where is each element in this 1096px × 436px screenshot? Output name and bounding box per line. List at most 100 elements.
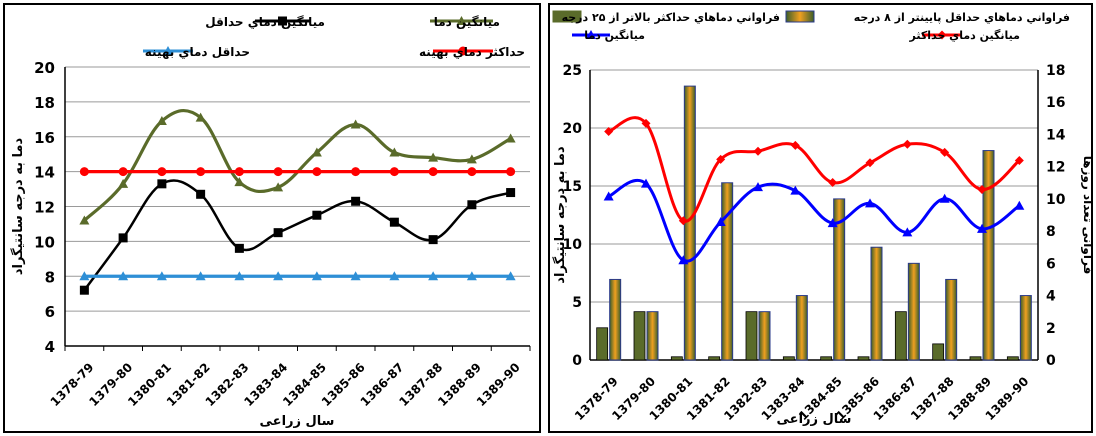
data-point bbox=[273, 228, 283, 238]
data-point bbox=[505, 271, 516, 281]
legend-label: ميانگين دماي حداكثر bbox=[909, 29, 1020, 42]
y-tick-label: 25 bbox=[563, 63, 582, 79]
x-axis-title: سال زراعی bbox=[260, 414, 335, 429]
legend-marker bbox=[937, 30, 947, 40]
data-point bbox=[828, 178, 838, 188]
bar bbox=[596, 327, 609, 361]
bar bbox=[820, 356, 833, 361]
data-point bbox=[940, 147, 950, 157]
y2-tick-label: 2 bbox=[1046, 321, 1056, 337]
y-tick-label: 10 bbox=[563, 237, 583, 253]
legend-marker bbox=[456, 16, 467, 25]
data-point bbox=[715, 216, 726, 226]
data-point bbox=[505, 133, 516, 143]
data-point bbox=[351, 167, 361, 177]
data-point bbox=[79, 215, 90, 225]
legend-marker bbox=[163, 46, 173, 55]
data-point bbox=[716, 154, 726, 164]
legend-label: ميانگين دما bbox=[434, 15, 500, 29]
y-tick-label: 4 bbox=[45, 338, 55, 356]
bar bbox=[782, 356, 795, 361]
data-point bbox=[118, 271, 129, 281]
y2-tick-label: 12 bbox=[1046, 160, 1065, 176]
data-point bbox=[312, 210, 322, 220]
legend-label: فراواني دماهاي حداكثر بالاتر از ۲۵ درجه bbox=[562, 11, 780, 24]
bar bbox=[907, 262, 920, 361]
data-point bbox=[641, 178, 651, 188]
data-point bbox=[273, 182, 284, 192]
legend-label: فراواني دماهاي حداقل پايينتر از ۸ درجه bbox=[854, 11, 1070, 24]
y-tick-label: 15 bbox=[563, 179, 582, 195]
data-point bbox=[389, 217, 399, 227]
data-point bbox=[118, 167, 128, 177]
data-point bbox=[753, 182, 763, 192]
y2-tick-label: 14 bbox=[1046, 127, 1066, 143]
series-line bbox=[83, 179, 511, 291]
data-point bbox=[273, 271, 284, 281]
legend-swatch bbox=[552, 10, 582, 23]
y2-tick-label: 18 bbox=[1046, 63, 1065, 79]
legend-marker bbox=[458, 46, 468, 56]
legend-label: ميانگين دما bbox=[584, 29, 645, 42]
y2-axis-title: فراوانی تعداد روزها bbox=[1080, 156, 1091, 275]
data-point bbox=[234, 167, 244, 177]
data-point bbox=[428, 167, 438, 177]
data-point bbox=[157, 179, 167, 189]
data-point bbox=[506, 188, 516, 198]
bar bbox=[670, 356, 683, 361]
bar bbox=[646, 311, 659, 361]
data-point bbox=[234, 243, 244, 253]
y-tick-label: 16 bbox=[34, 129, 55, 147]
legend-item: ميانگين دما bbox=[572, 29, 645, 42]
data-point bbox=[273, 167, 283, 177]
series-0 bbox=[79, 179, 516, 295]
data-point bbox=[195, 271, 206, 281]
bar bbox=[633, 311, 646, 361]
bar bbox=[870, 246, 883, 361]
data-point bbox=[466, 271, 477, 281]
legend-item: ميانگين دماي حداقل bbox=[205, 15, 325, 29]
data-point bbox=[603, 191, 614, 201]
data-point bbox=[865, 198, 875, 208]
x-axis-title: سال زراعی bbox=[777, 412, 852, 427]
legend-item: ميانگين دما bbox=[430, 15, 500, 29]
data-point bbox=[389, 147, 400, 157]
data-point bbox=[428, 271, 439, 281]
y2-tick-label: 0 bbox=[1046, 353, 1056, 369]
legend-marker bbox=[586, 30, 596, 39]
gridlines bbox=[65, 66, 530, 347]
data-point bbox=[312, 167, 322, 177]
series-2 bbox=[603, 178, 1025, 265]
series-2 bbox=[79, 271, 516, 281]
data-point bbox=[1014, 200, 1025, 210]
series-line bbox=[83, 109, 512, 222]
bar bbox=[721, 182, 734, 361]
data-point bbox=[118, 233, 128, 243]
data-point bbox=[467, 200, 477, 210]
data-point bbox=[311, 271, 322, 281]
data-point bbox=[428, 235, 438, 245]
y-tick-label: 14 bbox=[34, 164, 55, 182]
data-point bbox=[977, 184, 987, 194]
chart-panel-frequencies: 0 5 10 15 20 25 0 2 4 6 8 10 12 14 16 18 1378-79 1379-80 1… bbox=[548, 3, 1093, 433]
data-point bbox=[753, 146, 763, 156]
bar bbox=[857, 356, 870, 361]
data-point bbox=[902, 139, 912, 149]
data-point bbox=[389, 167, 399, 177]
bar bbox=[894, 311, 907, 361]
y-tick-label: 6 bbox=[45, 303, 55, 321]
bar bbox=[758, 311, 771, 361]
data-point bbox=[467, 167, 477, 177]
series-1 bbox=[79, 109, 516, 225]
legend-item: ميانگين دماي حداكثر bbox=[909, 29, 1020, 42]
bar bbox=[945, 278, 958, 361]
data-point bbox=[79, 167, 89, 177]
data-point bbox=[466, 154, 477, 164]
y-axis-title: دما به درجه سانتیگراد bbox=[552, 146, 568, 284]
data-point bbox=[196, 189, 206, 199]
data-point bbox=[350, 119, 361, 129]
bar bbox=[969, 356, 982, 361]
combo-chart-frequencies: 05101520250246810121416181378-791379-801… bbox=[552, 10, 1091, 427]
bar bbox=[708, 356, 721, 361]
data-point bbox=[157, 167, 167, 177]
